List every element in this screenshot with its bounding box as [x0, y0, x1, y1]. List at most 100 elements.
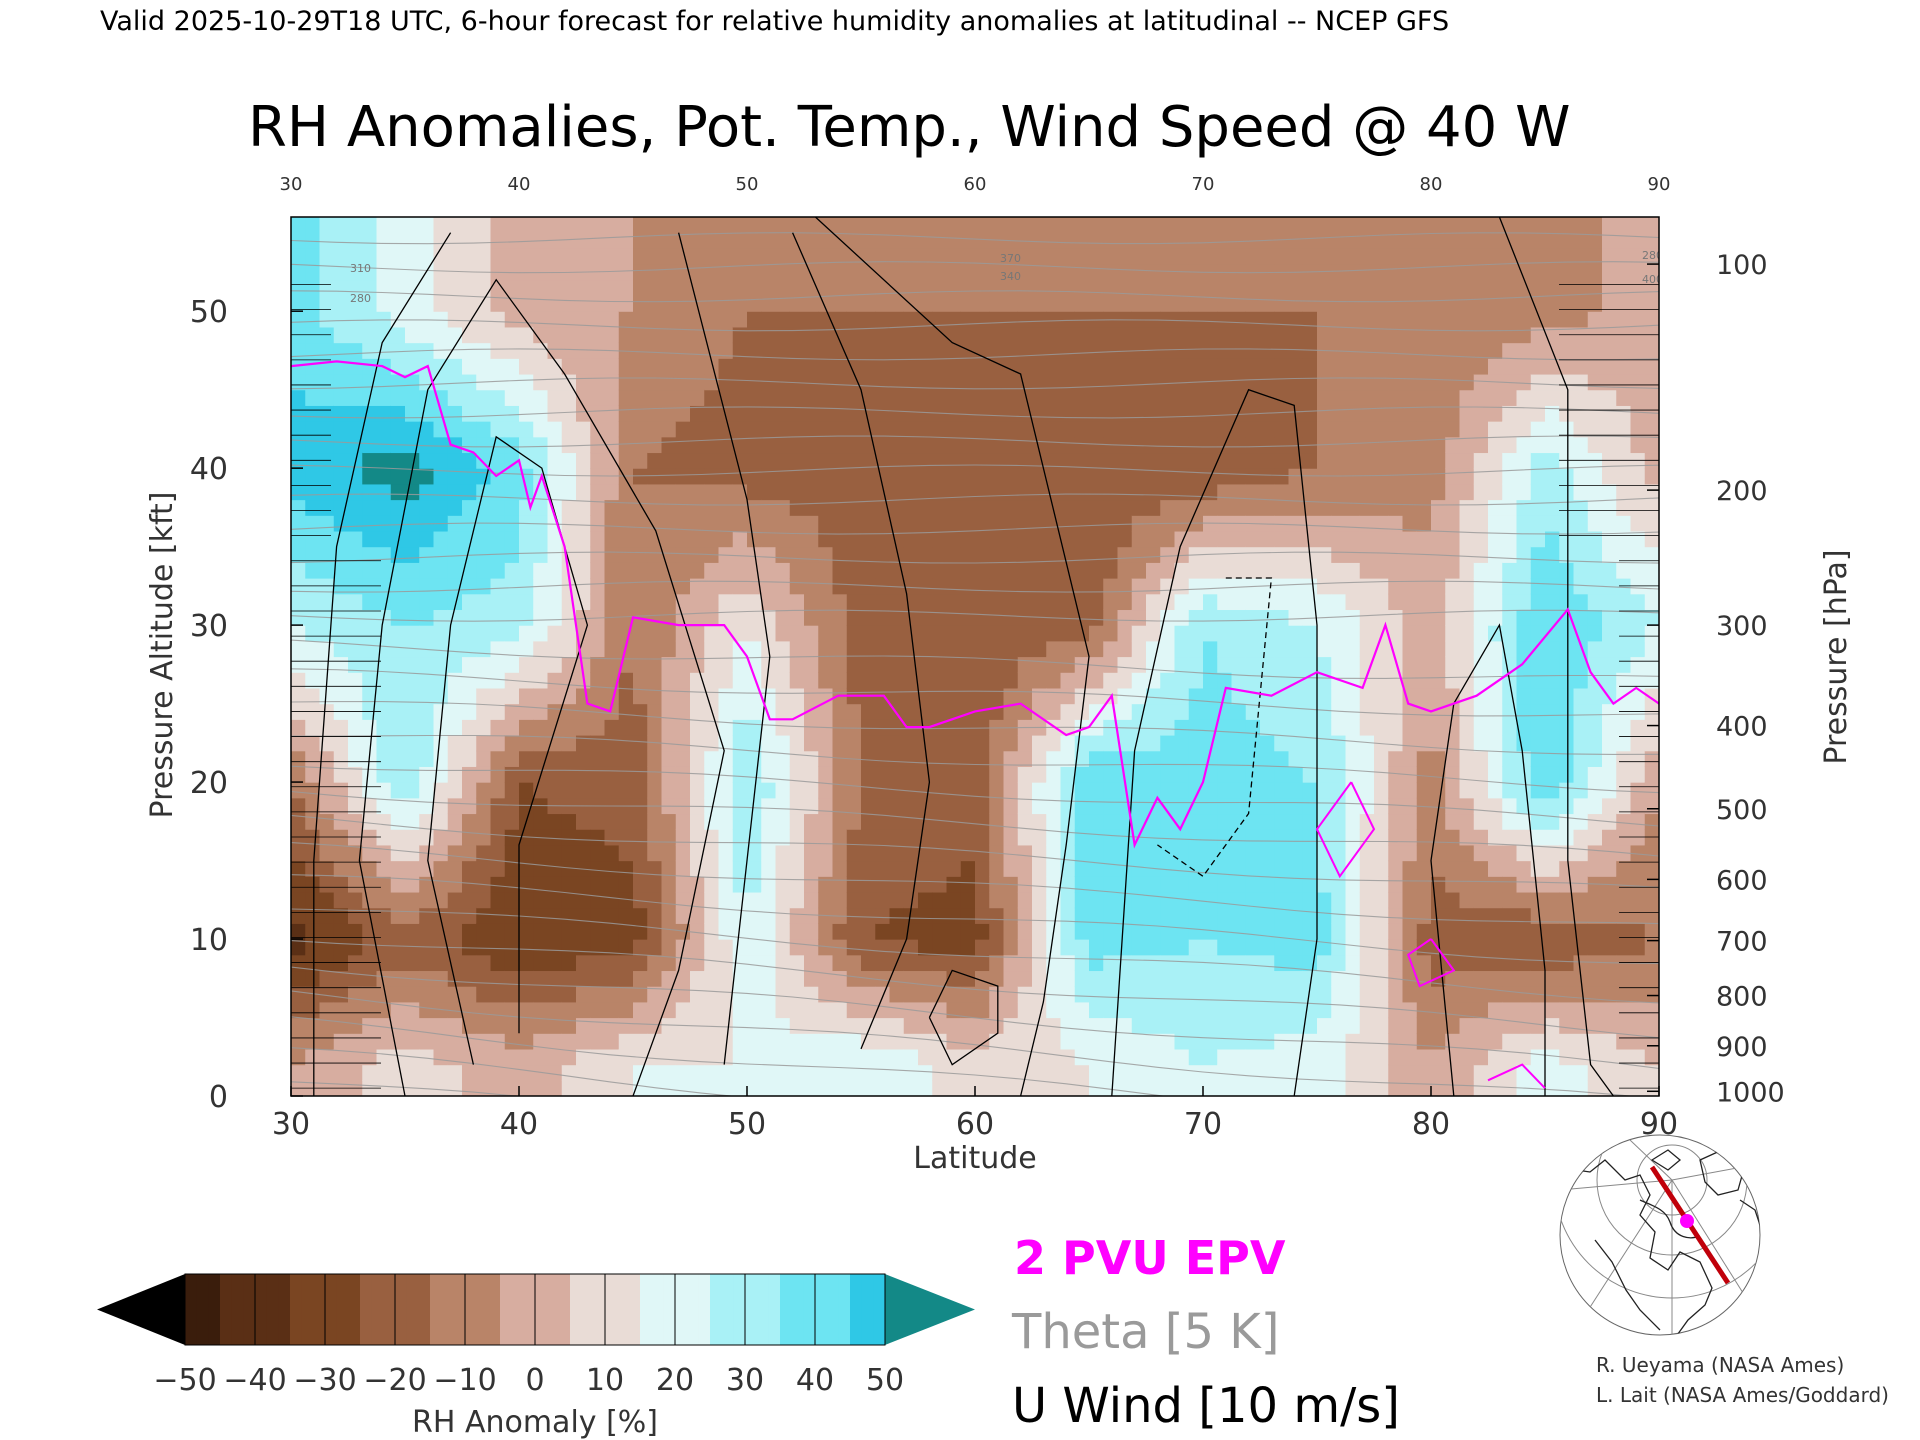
- rh-cell: [1317, 750, 1332, 767]
- rh-cell: [960, 860, 976, 877]
- rh-cell: [590, 1001, 606, 1019]
- rh-cell: [861, 342, 876, 359]
- rh-cell: [1331, 217, 1347, 234]
- rh-cell: [1402, 1033, 1418, 1050]
- rh-cell: [975, 578, 990, 595]
- rh-cell: [1374, 766, 1389, 783]
- rh-cell: [1188, 844, 1204, 862]
- rh-cell: [1302, 970, 1318, 987]
- rh-cell: [1431, 389, 1446, 406]
- rh-cell: [504, 986, 520, 1003]
- rh-cell: [875, 279, 891, 297]
- rh-cell: [305, 844, 321, 862]
- rh-cell: [1017, 546, 1033, 563]
- rh-cell: [1473, 279, 1489, 297]
- rh-cell: [975, 1048, 990, 1066]
- rh-cell: [861, 311, 876, 328]
- rh-cell: [590, 876, 606, 893]
- rh-cell: [732, 939, 748, 956]
- rh-cell: [1345, 405, 1361, 422]
- rh-cell: [775, 1080, 791, 1096]
- rh-cell: [1003, 436, 1019, 454]
- rh-cell: [718, 813, 734, 830]
- rh-cell: [504, 1080, 520, 1096]
- rh-cell: [1388, 483, 1404, 501]
- rh-cell: [561, 1048, 577, 1066]
- rh-cell: [433, 373, 449, 391]
- rh-cell: [918, 358, 933, 375]
- rh-cell: [775, 687, 791, 705]
- rh-cell: [832, 1017, 848, 1034]
- rh-cell: [1117, 311, 1133, 328]
- rh-cell: [989, 782, 1005, 799]
- rh-cell: [618, 672, 634, 689]
- rh-cell: [476, 813, 492, 830]
- rh-cell: [504, 217, 520, 234]
- rh-cell: [1359, 515, 1375, 532]
- rh-cell: [932, 876, 948, 893]
- rh-cell: [433, 986, 449, 1003]
- rh-cell: [633, 829, 648, 846]
- rh-cell: [1488, 232, 1503, 249]
- rh-cell: [889, 1048, 905, 1066]
- rh-cell: [889, 970, 905, 987]
- rh-cell: [1217, 734, 1233, 752]
- rh-cell: [1046, 734, 1062, 752]
- rh-cell: [932, 530, 948, 548]
- rh-cell: [804, 672, 819, 689]
- rh-cell: [1146, 829, 1161, 846]
- rh-cell: [1117, 468, 1133, 485]
- rh-cell: [447, 562, 463, 579]
- rh-cell: [1359, 954, 1375, 972]
- rh-cell: [1203, 782, 1218, 799]
- rh-cell: [1445, 656, 1461, 673]
- rh-cell: [647, 829, 663, 846]
- rh-cell: [932, 640, 948, 658]
- rh-cell: [1302, 782, 1318, 799]
- rh-cell: [1003, 468, 1019, 485]
- rh-cell: [918, 217, 933, 234]
- rh-cell: [804, 248, 819, 265]
- rh-cell: [390, 687, 406, 705]
- rh-cell: [818, 1033, 834, 1050]
- rh-cell: [1131, 468, 1147, 485]
- rh-cell: [1089, 593, 1104, 611]
- rh-cell: [1331, 923, 1347, 940]
- rh-cell: [1530, 907, 1546, 924]
- rh-cell: [1359, 436, 1375, 454]
- rh-cell: [718, 530, 734, 548]
- rh-cell: [1260, 939, 1275, 956]
- rh-cell: [1317, 719, 1332, 736]
- rh-cell: [1160, 483, 1176, 501]
- rh-cell: [846, 436, 862, 454]
- rh-cell: [1317, 358, 1332, 375]
- rh-cell: [932, 625, 948, 642]
- rh-cell: [376, 232, 392, 249]
- rh-cell: [1203, 326, 1218, 344]
- rh-cell: [1416, 734, 1432, 752]
- rh-cell: [1103, 562, 1119, 579]
- rh-cell: [1317, 546, 1332, 563]
- rh-cell: [576, 499, 591, 516]
- rh-cell: [718, 1017, 734, 1034]
- rh-cell: [1074, 232, 1090, 249]
- rh-cell: [1203, 609, 1218, 626]
- rh-cell: [1160, 782, 1176, 799]
- rh-cell: [1530, 562, 1546, 579]
- rh-cell: [875, 326, 891, 344]
- rh-cell: [1160, 264, 1176, 281]
- rh-cell: [1559, 1033, 1575, 1050]
- rh-cell: [732, 734, 748, 752]
- rh-cell: [1359, 656, 1375, 673]
- rh-cell: [1331, 719, 1347, 736]
- rh-cell: [1402, 750, 1418, 767]
- rh-cell: [1431, 876, 1446, 893]
- rh-cell: [1545, 264, 1560, 281]
- rh-cell: [390, 232, 406, 249]
- rh-cell: [1473, 389, 1489, 406]
- rh-cell: [405, 358, 420, 375]
- rh-cell: [576, 1080, 591, 1096]
- rh-cell: [1431, 719, 1446, 736]
- rh-cell: [846, 546, 862, 563]
- rh-cell: [946, 1080, 962, 1096]
